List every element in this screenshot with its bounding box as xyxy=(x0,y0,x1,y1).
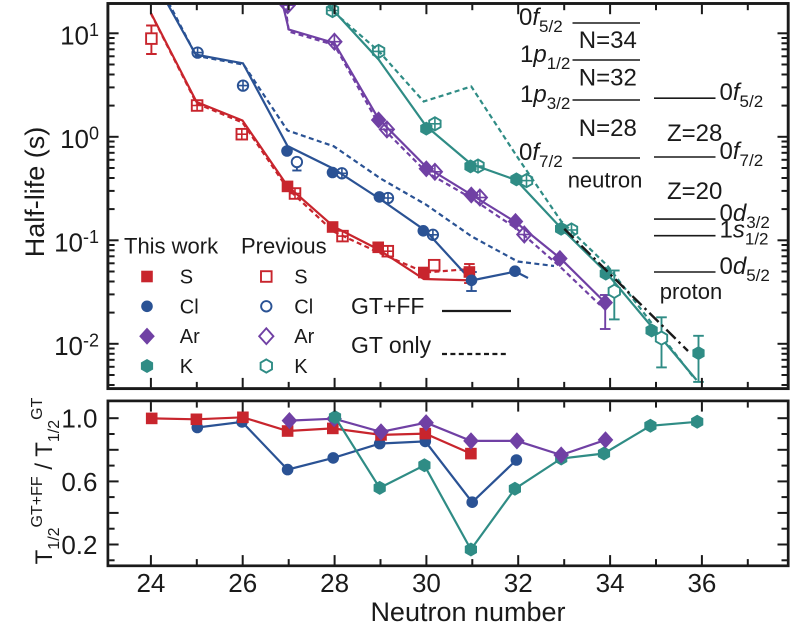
svg-text:GT+FF: GT+FF xyxy=(351,293,424,319)
svg-text:Ar: Ar xyxy=(294,326,314,348)
svg-text:neutron: neutron xyxy=(568,168,643,193)
svg-text:26: 26 xyxy=(228,568,257,598)
svg-text:N=28: N=28 xyxy=(579,115,637,142)
svg-text:1s1/2: 1s1/2 xyxy=(720,217,769,249)
svg-text:1.0: 1.0 xyxy=(61,404,97,434)
svg-text:0.6: 0.6 xyxy=(61,467,97,497)
svg-text:This work: This work xyxy=(124,234,219,259)
svg-text:proton: proton xyxy=(660,279,722,304)
svg-text:N=32: N=32 xyxy=(579,65,637,92)
svg-text:Half-life (s): Half-life (s) xyxy=(20,127,50,258)
svg-text:Z=28: Z=28 xyxy=(667,120,722,147)
svg-text:Previous: Previous xyxy=(241,234,327,259)
svg-text:Ar: Ar xyxy=(180,326,200,348)
svg-text:30: 30 xyxy=(412,568,441,598)
svg-text:K: K xyxy=(294,356,308,378)
svg-text:32: 32 xyxy=(504,568,533,598)
svg-text:0d5/2: 0d5/2 xyxy=(720,253,770,285)
svg-text:Cl: Cl xyxy=(294,296,313,318)
svg-text:34: 34 xyxy=(596,568,625,598)
svg-text:Neutron number: Neutron number xyxy=(370,597,565,627)
svg-text:36: 36 xyxy=(687,568,716,598)
svg-text:0.2: 0.2 xyxy=(61,530,97,560)
svg-text:N=34: N=34 xyxy=(579,27,637,54)
svg-text:10-1: 10-1 xyxy=(54,227,99,257)
svg-text:GT only: GT only xyxy=(351,332,432,358)
svg-text:Z=20: Z=20 xyxy=(667,178,722,205)
svg-text:24: 24 xyxy=(136,568,165,598)
svg-text:28: 28 xyxy=(320,568,349,598)
svg-text:Cl: Cl xyxy=(180,296,199,318)
svg-text:S: S xyxy=(180,267,193,289)
svg-text:K: K xyxy=(180,356,194,378)
svg-text:S: S xyxy=(294,267,307,289)
